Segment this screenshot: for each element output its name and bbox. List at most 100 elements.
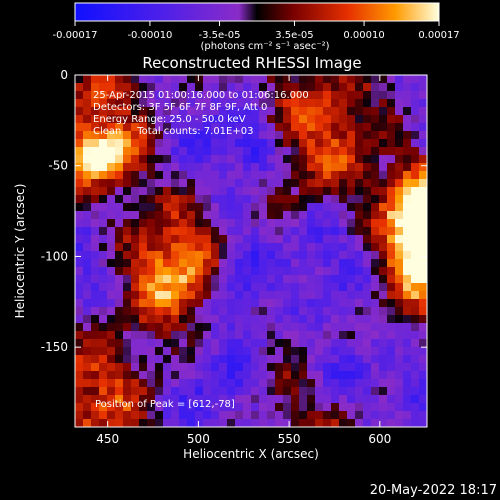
heatmap-cell xyxy=(83,251,92,260)
heatmap-cell xyxy=(131,155,140,164)
heatmap-cell xyxy=(275,307,284,316)
heatmap-cell xyxy=(331,387,340,396)
heatmap-cell xyxy=(147,195,156,204)
heatmap-cell xyxy=(243,251,252,260)
heatmap-cell xyxy=(403,419,412,427)
heatmap-cell xyxy=(235,139,244,148)
heatmap-cell xyxy=(83,259,92,268)
heatmap-cell xyxy=(347,387,356,396)
heatmap-cell xyxy=(147,347,156,356)
heatmap-cell xyxy=(291,379,300,388)
heatmap-cell xyxy=(163,411,172,420)
heatmap-cell xyxy=(203,171,212,180)
heatmap-cell xyxy=(131,347,140,356)
heatmap-cell xyxy=(339,243,348,252)
heatmap-cell xyxy=(387,395,396,404)
heatmap-cell xyxy=(411,99,420,108)
heatmap-cell xyxy=(179,275,188,284)
heatmap-cell xyxy=(403,411,412,420)
heatmap-cell xyxy=(99,363,108,372)
heatmap-cell xyxy=(323,283,332,292)
heatmap-cell xyxy=(363,275,372,284)
heatmap-cell xyxy=(283,171,292,180)
heatmap-cell xyxy=(307,323,316,332)
heatmap-cell xyxy=(339,403,348,412)
heatmap-cell xyxy=(251,363,260,372)
heatmap-cell xyxy=(195,315,204,324)
heatmap-cell xyxy=(179,155,188,164)
heatmap-cell xyxy=(395,83,404,92)
plot-frame xyxy=(74,74,428,428)
heatmap-cell xyxy=(75,227,84,236)
heatmap-cell xyxy=(315,187,324,196)
heatmap-cell xyxy=(403,267,412,276)
heatmap-cell xyxy=(171,227,180,236)
heatmap-cell xyxy=(187,139,196,148)
heatmap-cell xyxy=(299,291,308,300)
heatmap-cell xyxy=(371,171,380,180)
heatmap-cell xyxy=(363,315,372,324)
heatmap-cell xyxy=(387,291,396,300)
heatmap-cell xyxy=(219,323,228,332)
heatmap-cell xyxy=(195,195,204,204)
heatmap-cell xyxy=(315,387,324,396)
heatmap-cell xyxy=(219,83,228,92)
heatmap-cell xyxy=(211,187,220,196)
heatmap-cell xyxy=(91,83,100,92)
heatmap-cell xyxy=(203,403,212,412)
heatmap-cell xyxy=(83,291,92,300)
heatmap-cell xyxy=(379,211,388,220)
heatmap-cell xyxy=(267,211,276,220)
heatmap-cell xyxy=(243,315,252,324)
heatmap-cell xyxy=(195,147,204,156)
heatmap-cell xyxy=(115,379,124,388)
heatmap-cell xyxy=(363,243,372,252)
heatmap-cell xyxy=(395,283,404,292)
heatmap-cell xyxy=(75,267,84,276)
heatmap-cell xyxy=(203,187,212,196)
heatmap-cell xyxy=(147,203,156,212)
heatmap-cell xyxy=(147,355,156,364)
heatmap-cell xyxy=(395,259,404,268)
heatmap-cell xyxy=(187,331,196,340)
heatmap-cell xyxy=(147,75,156,84)
heatmap-cell xyxy=(307,331,316,340)
heatmap-cell xyxy=(387,139,396,148)
heatmap-cell xyxy=(115,315,124,324)
heatmap-cell xyxy=(283,275,292,284)
heatmap-cell xyxy=(187,259,196,268)
heatmap-cell xyxy=(171,291,180,300)
heatmap-cell xyxy=(203,267,212,276)
heatmap-cell xyxy=(123,203,132,212)
heatmap-cell xyxy=(283,187,292,196)
heatmap-cell xyxy=(83,347,92,356)
heatmap-cell xyxy=(355,163,364,172)
heatmap-cell xyxy=(307,203,316,212)
heatmap-cell xyxy=(299,227,308,236)
heatmap-cell xyxy=(203,379,212,388)
heatmap-cell xyxy=(259,179,268,188)
x-axis-label: Heliocentric X (arcsec) xyxy=(183,447,319,461)
heatmap-cell xyxy=(147,315,156,324)
heatmap-cell xyxy=(83,419,92,427)
heatmap-cell xyxy=(91,203,100,212)
heatmap-cell xyxy=(131,331,140,340)
heatmap-cell xyxy=(155,203,164,212)
heatmap-cell xyxy=(75,307,84,316)
heatmap-cell xyxy=(211,211,220,220)
heatmap-cell xyxy=(171,251,180,260)
heatmap-cell xyxy=(411,387,420,396)
heatmap-cell xyxy=(363,395,372,404)
heatmap-cell xyxy=(291,411,300,420)
heatmap-cell xyxy=(283,227,292,236)
heatmap-cell xyxy=(267,347,276,356)
heatmap-cell xyxy=(379,267,388,276)
heatmap-cell xyxy=(91,275,100,284)
heatmap-cell xyxy=(187,147,196,156)
heatmap-cell xyxy=(275,339,284,348)
heatmap-cell xyxy=(99,147,108,156)
heatmap-cell xyxy=(411,419,420,427)
heatmap-cell xyxy=(411,267,420,276)
heatmap-cell xyxy=(115,387,124,396)
heatmap-cell xyxy=(259,267,268,276)
